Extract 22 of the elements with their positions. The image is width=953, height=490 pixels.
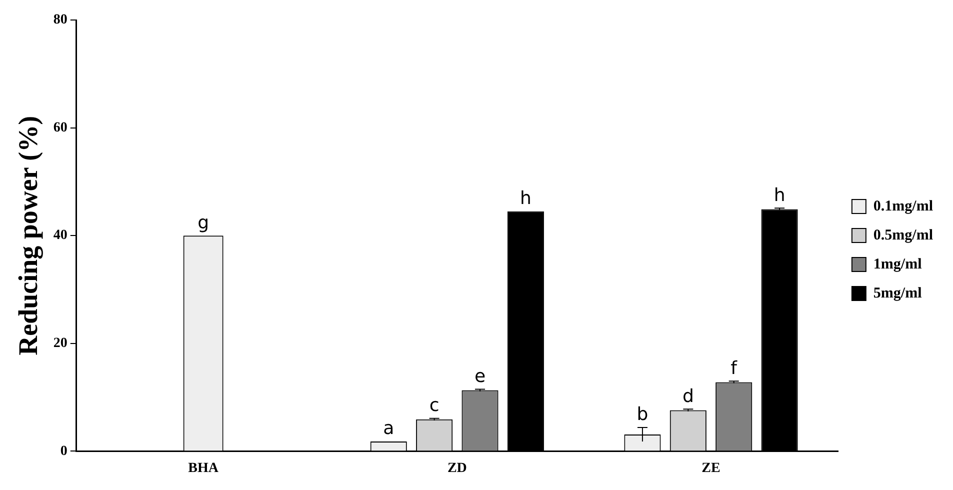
legend-label: 5mg/ml bbox=[873, 285, 922, 302]
y-tick-label: 80 bbox=[53, 12, 68, 28]
data-label: h bbox=[520, 188, 532, 210]
y-tick-label: 0 bbox=[60, 444, 68, 459]
legend-label: 1mg/ml bbox=[873, 256, 922, 272]
y-tick-label: 20 bbox=[53, 336, 68, 352]
legend-label: 0.5mg/ml bbox=[873, 227, 934, 244]
data-label: d bbox=[682, 386, 694, 407]
legend-label: 0.1mg/ml bbox=[873, 198, 934, 214]
data-label: b bbox=[636, 404, 648, 426]
y-tick-label: 60 bbox=[53, 120, 68, 136]
data-label: a bbox=[383, 418, 394, 440]
x-tick-label: ZE bbox=[702, 461, 720, 476]
data-label: f bbox=[730, 358, 738, 379]
data-label: e bbox=[474, 366, 486, 387]
x-tick-label: ZD bbox=[447, 461, 467, 476]
x-tick-label: BHA bbox=[188, 461, 220, 476]
data-label: c bbox=[429, 394, 440, 416]
data-label: h bbox=[774, 184, 786, 206]
y-axis-title: Reducing power (%) bbox=[13, 116, 44, 356]
y-tick-label: 40 bbox=[53, 228, 68, 244]
data-label: g bbox=[198, 212, 210, 234]
